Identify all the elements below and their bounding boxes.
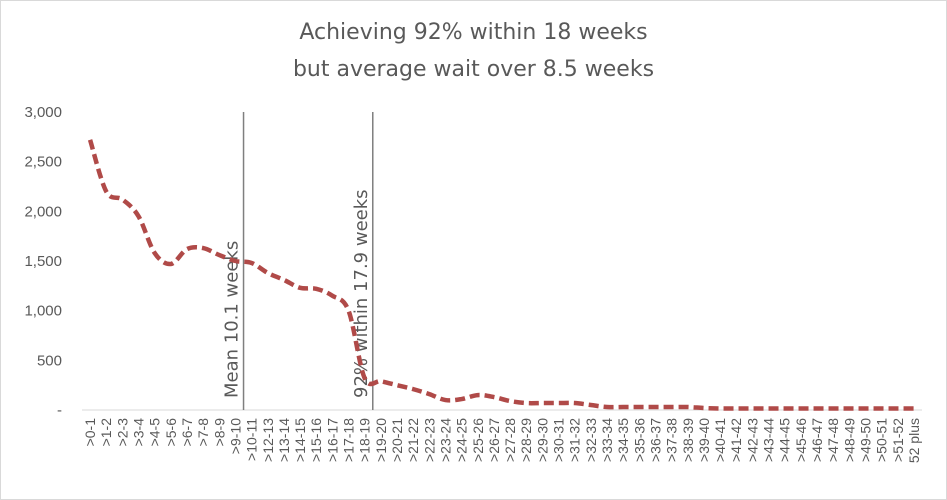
x-tick-label: >40-41 <box>712 418 728 462</box>
x-tick-label: >49-50 <box>857 418 873 462</box>
x-tick-label: >8-9 <box>211 418 227 447</box>
x-tick-label: >27-28 <box>502 418 518 462</box>
x-axis-ticks: >0-1 >1-2 >2-3 >3-4 >4-5 >5-6 >6-7 >7-8 >8-9 >9-1… <box>82 418 922 463</box>
reference-lines: Mean 10.1 weeks 92% within 17.9 weeks <box>222 112 374 410</box>
series-line <box>87 139 914 411</box>
chart-title: Achieving 92% within 18 weeks <box>299 20 648 45</box>
chart-subtitle: but average wait over 8.5 weeks <box>292 57 655 82</box>
x-tick-label: >13-14 <box>276 418 292 462</box>
x-tick-label: >16-17 <box>324 418 340 462</box>
y-tick-label: - <box>57 402 62 419</box>
x-tick-label: >20-21 <box>389 418 405 462</box>
x-tick-label: >7-8 <box>195 418 211 447</box>
x-tick-label: >10-11 <box>244 418 260 461</box>
x-tick-label: >37-38 <box>664 418 680 462</box>
y-axis-ticks: - 500 1,000 1,500 2,000 2,500 3,000 <box>24 104 62 419</box>
x-tick-label: >45-46 <box>793 418 809 462</box>
y-tick-label: 500 <box>37 352 62 369</box>
x-tick-label: >24-25 <box>454 418 470 462</box>
x-tick-label: >48-49 <box>841 418 857 462</box>
x-tick-label: >43-44 <box>761 418 777 462</box>
x-tick-label: >50-51 <box>874 418 890 462</box>
x-tick-label: >25-26 <box>470 418 486 462</box>
x-tick-label: >46-47 <box>809 418 825 462</box>
x-tick-label: >26-27 <box>486 418 502 462</box>
x-tick-label: >42-43 <box>744 418 760 462</box>
x-tick-label: >41-42 <box>728 418 744 462</box>
x-tick-label: >6-7 <box>179 418 195 447</box>
x-tick-label: >33-34 <box>599 418 615 462</box>
x-tick-label: >39-40 <box>696 418 712 462</box>
x-tick-label: 52 plus <box>906 418 922 463</box>
x-tick-label: >23-24 <box>437 418 453 462</box>
x-tick-label: >1-2 <box>98 418 114 447</box>
x-tick-label: >4-5 <box>147 418 163 447</box>
x-tick-label: >2-3 <box>114 418 130 447</box>
x-tick-label: >14-15 <box>292 418 308 462</box>
x-tick-label: >31-32 <box>567 418 583 462</box>
x-tick-label: >15-16 <box>308 418 324 462</box>
x-tick-label: >47-48 <box>825 418 841 462</box>
x-tick-label: >34-35 <box>615 418 631 462</box>
x-tick-label: >29-30 <box>534 418 550 462</box>
series-path <box>87 139 914 411</box>
x-tick-label: >5-6 <box>163 418 179 447</box>
x-tick-label: >12-13 <box>260 418 276 462</box>
y-tick-label: 3,000 <box>24 104 62 121</box>
x-tick-label: >0-1 <box>82 418 98 447</box>
x-tick-label: >19-20 <box>373 418 389 462</box>
x-tick-label: >38-39 <box>680 418 696 462</box>
x-tick-label: >22-23 <box>421 418 437 462</box>
x-tick-label: >28-29 <box>518 418 534 462</box>
x-tick-label: >51-52 <box>890 418 906 462</box>
x-tick-label: >36-37 <box>647 418 663 462</box>
y-tick-label: 1,000 <box>24 303 62 320</box>
y-tick-label: 2,000 <box>24 203 62 220</box>
y-tick-label: 2,500 <box>24 154 62 171</box>
y-tick-label: 1,500 <box>24 253 62 270</box>
x-tick-label: >30-31 <box>551 418 567 462</box>
x-tick-label: >35-36 <box>631 418 647 462</box>
x-tick-label: >21-22 <box>405 418 421 462</box>
x-tick-label: >44-45 <box>777 418 793 462</box>
x-tick-label: >9-10 <box>227 418 243 454</box>
reference-label: 92% within 17.9 weeks <box>351 189 372 398</box>
reference-label: Mean 10.1 weeks <box>222 241 243 398</box>
x-tick-label: >18-19 <box>357 418 373 462</box>
x-tick-label: >32-33 <box>583 418 599 462</box>
x-tick-label: >3-4 <box>131 418 147 447</box>
x-tick-label: >17-18 <box>341 418 357 462</box>
